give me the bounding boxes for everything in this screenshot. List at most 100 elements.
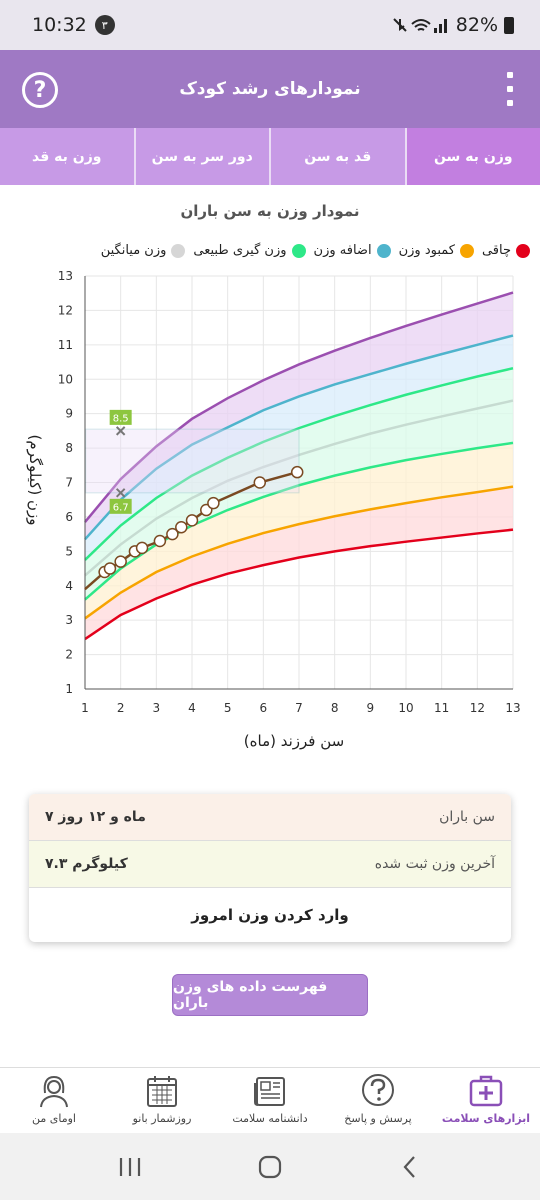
y-tick-label: 4 (65, 579, 73, 593)
age-row: ۷ ماه و ۱۲ روز سن باران (29, 794, 511, 841)
status-right: 82% (392, 14, 514, 36)
x-tick-label: 5 (224, 701, 232, 715)
y-tick-label: 1 (65, 682, 73, 696)
marker-cross-icon (115, 488, 126, 498)
child-weight-point (135, 541, 149, 555)
x-tick-label: 13 (505, 701, 520, 715)
y-tick-label: 10 (58, 372, 73, 386)
legend-label: چاقی (481, 243, 511, 258)
child-weight-point (290, 465, 304, 479)
y-tick-label: 7 (65, 476, 73, 490)
y-tick-label: 8 (65, 441, 73, 455)
signal-icon (393, 18, 447, 33)
tab-weight-for-age[interactable]: وزن به سن (404, 128, 540, 185)
y-tick-label: 12 (58, 303, 73, 317)
legend-item-obese[interactable]: چاقی (482, 243, 530, 258)
back-button[interactable] (385, 1147, 435, 1187)
status-time: 10:32 (32, 14, 87, 36)
nav-item-profile[interactable]: اومای من (0, 1068, 108, 1133)
percentile-curve (84, 334, 514, 541)
enter-weight-button[interactable]: وارد کردن وزن امروز (191, 906, 349, 924)
nav-item-calendar[interactable]: روزشمار بانو (108, 1068, 216, 1133)
nav-item-encyclopedia[interactable]: دانشنامه سلامت (216, 1068, 324, 1133)
percentile-curve (84, 291, 514, 523)
weight-label: آخرین وزن ثبت شده (374, 856, 495, 872)
child-weight-point (253, 476, 267, 489)
x-tick-label: 11 (434, 701, 449, 715)
home-icon (258, 1155, 282, 1178)
bottom-nav: ابزارهای سلامت پرسش و پاسخ دانشنامه سلام… (0, 1067, 540, 1133)
home-button[interactable] (245, 1147, 295, 1187)
nav-label: ابزارهای سلامت (441, 1112, 531, 1125)
status-left: 10:32 ۳ (32, 14, 115, 36)
woman-profile-icon (40, 1075, 68, 1108)
child-weight-point (175, 520, 188, 534)
menu-dot-icon (507, 100, 513, 106)
weight-data-list-button[interactable]: فهرست داده های وزن باران (172, 974, 368, 1016)
child-weight-point (153, 534, 167, 548)
x-axis-label: سن فرزند (ماه) (244, 732, 344, 750)
percentile-band (85, 368, 513, 576)
age-value: ۷ ماه و ۱۲ روز (45, 809, 146, 825)
nav-label: پرسش و پاسخ (344, 1112, 412, 1125)
y-tick-label: 3 (65, 613, 73, 627)
y-tick-label: 13 (58, 269, 73, 283)
page-title: نمودارهای رشد کودک (179, 79, 361, 99)
legend-item-average[interactable]: وزن میانگین (101, 243, 186, 258)
legend-item-normal-gain[interactable]: وزن گیری طبیعی (193, 243, 306, 258)
battery-percent: 82% (455, 14, 498, 36)
percentile-curve (84, 528, 514, 641)
x-tick-label: 10 (398, 701, 413, 715)
nav-label: دانشنامه سلامت (232, 1112, 308, 1125)
battery-icon (504, 16, 514, 34)
marker-label: 8.5 (113, 413, 129, 424)
legend-label: وزن گیری طبیعی (193, 243, 287, 258)
recent-apps-icon (119, 1157, 141, 1176)
chart-legend: چاقی کمبود وزن اضافه وزن وزن گیری طبیعی … (10, 243, 530, 258)
legend-item-underweight[interactable]: کمبود وزن (399, 243, 474, 258)
help-icon: ? (33, 77, 47, 103)
x-tick-label: 9 (367, 701, 375, 715)
legend-label: وزن میانگین (100, 243, 167, 258)
tab-weight-for-height[interactable]: وزن به قد (32, 148, 102, 165)
x-tick-label: 4 (188, 701, 196, 715)
percentile-curve (84, 485, 514, 620)
x-tick-label: 3 (153, 701, 161, 715)
marker-cross-icon (115, 426, 126, 436)
nav-item-questions[interactable]: پرسش و پاسخ (324, 1068, 432, 1133)
overflow-menu-button[interactable] (502, 72, 518, 106)
x-tick-label: 12 (470, 701, 485, 715)
system-nav-bar (0, 1133, 540, 1200)
weight-row: ۷.۳ کیلوگرم آخرین وزن ثبت شده (29, 841, 511, 888)
percentile-band (85, 442, 513, 619)
percentile-band (85, 292, 513, 540)
legend-dot (516, 243, 530, 258)
legend-dot (376, 243, 391, 258)
app-bar: ? نمودارهای رشد کودک (0, 50, 540, 128)
recent-apps-button[interactable] (105, 1147, 155, 1187)
y-tick-label: 9 (65, 407, 73, 421)
percentile-band (85, 335, 513, 560)
y-axis-label: وزن (کیلوگرم) (26, 434, 44, 525)
percentile-band (85, 486, 513, 640)
child-weight-point (166, 527, 179, 541)
age-label: سن باران (439, 809, 495, 825)
highlight-rect (85, 428, 300, 494)
tab-height-for-age[interactable]: قد به سن (269, 128, 405, 185)
tab-head-circumference-for-age[interactable]: دور سر به سن (133, 128, 270, 185)
status-bar: 10:32 ۳ 82% (0, 0, 540, 50)
marker-badge (109, 409, 132, 425)
weight-value: ۷.۳ کیلوگرم (45, 856, 128, 872)
medical-kit-icon (469, 1075, 503, 1107)
nav-item-health-tools[interactable]: ابزارهای سلامت (432, 1068, 540, 1133)
x-tick-label: 7 (295, 701, 303, 715)
x-tick-label: 1 (81, 701, 89, 715)
percentile-curve (84, 399, 514, 577)
percentile-curve (84, 367, 514, 561)
nav-label: اومای من (32, 1112, 76, 1125)
help-button[interactable]: ? (22, 72, 58, 108)
legend-item-overweight[interactable]: اضافه وزن (314, 243, 391, 258)
legend-label: اضافه وزن (313, 243, 372, 258)
child-weight-point (185, 514, 199, 527)
